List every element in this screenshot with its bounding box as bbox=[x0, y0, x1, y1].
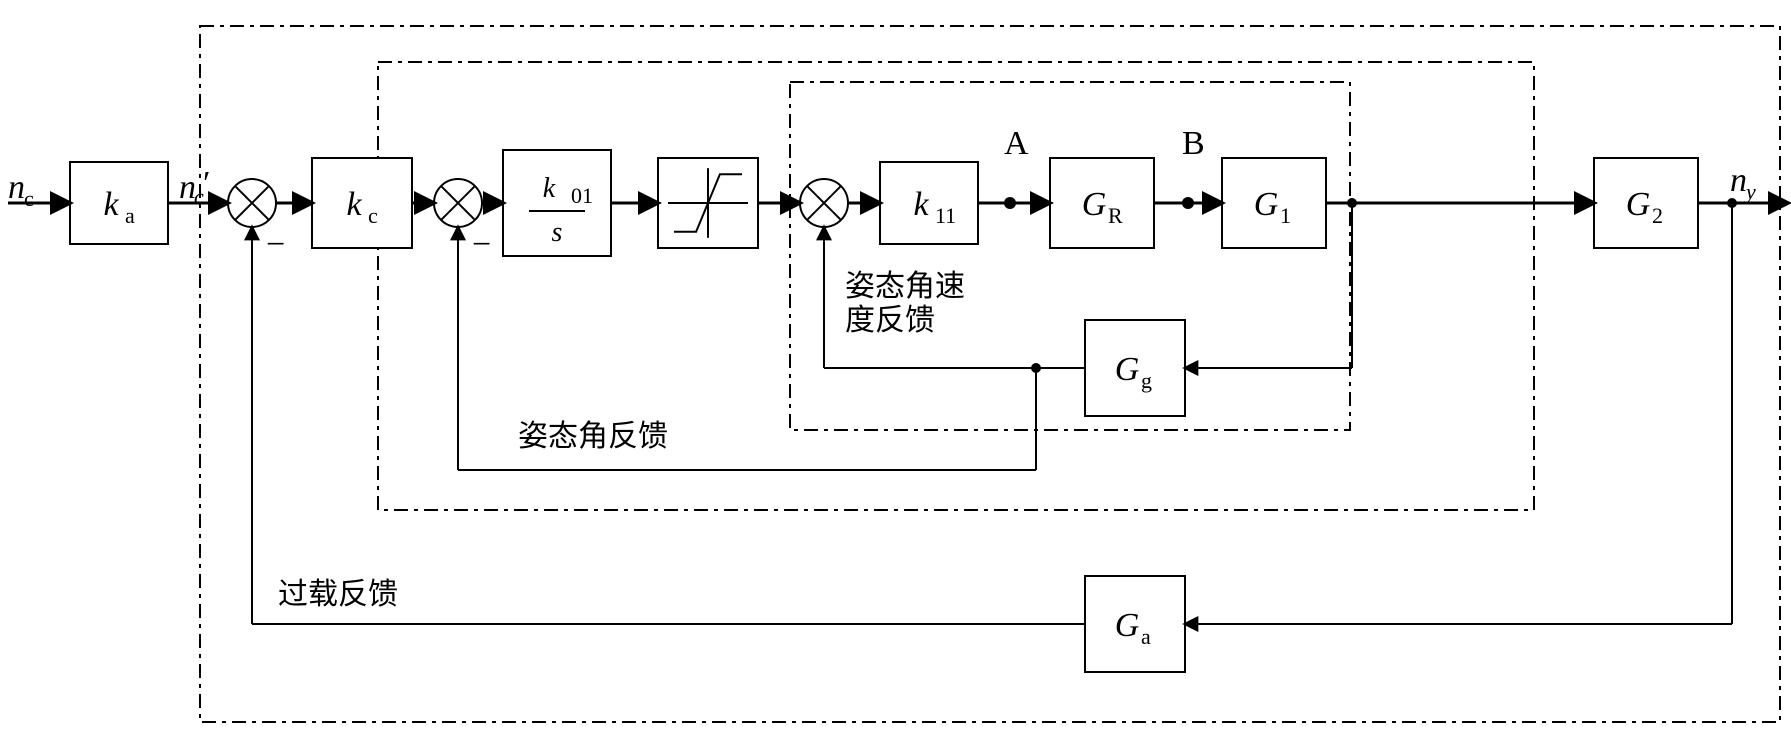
svg-text:g: g bbox=[1141, 368, 1152, 393]
svg-text:c: c bbox=[24, 186, 34, 211]
svg-text:G: G bbox=[1115, 607, 1140, 644]
svg-text:k: k bbox=[543, 173, 556, 204]
svg-text:k: k bbox=[913, 186, 929, 223]
svg-text:a: a bbox=[125, 203, 135, 228]
svg-text:k: k bbox=[346, 186, 362, 223]
svg-text:G: G bbox=[1082, 186, 1107, 223]
svg-text:y: y bbox=[1744, 179, 1756, 204]
svg-text:G: G bbox=[1254, 186, 1279, 223]
svg-text:n: n bbox=[1730, 162, 1747, 199]
svg-text:k: k bbox=[103, 186, 119, 223]
svg-text:c: c bbox=[368, 203, 378, 228]
svg-text:姿态角反馈: 姿态角反馈 bbox=[518, 420, 668, 453]
svg-text:B: B bbox=[1182, 125, 1205, 162]
svg-text:−: − bbox=[266, 226, 285, 263]
svg-text:姿态角速: 姿态角速 bbox=[845, 270, 965, 303]
svg-text:s: s bbox=[552, 217, 563, 248]
svg-text:G: G bbox=[1626, 186, 1651, 223]
svg-text:G: G bbox=[1115, 351, 1140, 388]
svg-text:R: R bbox=[1108, 203, 1123, 228]
svg-text:′: ′ bbox=[203, 165, 210, 202]
svg-text:2: 2 bbox=[1652, 203, 1663, 228]
svg-text:a: a bbox=[1141, 624, 1151, 649]
svg-text:A: A bbox=[1004, 125, 1029, 162]
svg-text:11: 11 bbox=[935, 203, 956, 228]
svg-text:01: 01 bbox=[571, 183, 593, 208]
svg-text:过载反馈: 过载反馈 bbox=[278, 578, 398, 611]
svg-text:n: n bbox=[8, 169, 25, 206]
svg-text:−: − bbox=[472, 226, 491, 263]
svg-text:1: 1 bbox=[1280, 203, 1291, 228]
svg-text:度反馈: 度反馈 bbox=[845, 304, 935, 337]
